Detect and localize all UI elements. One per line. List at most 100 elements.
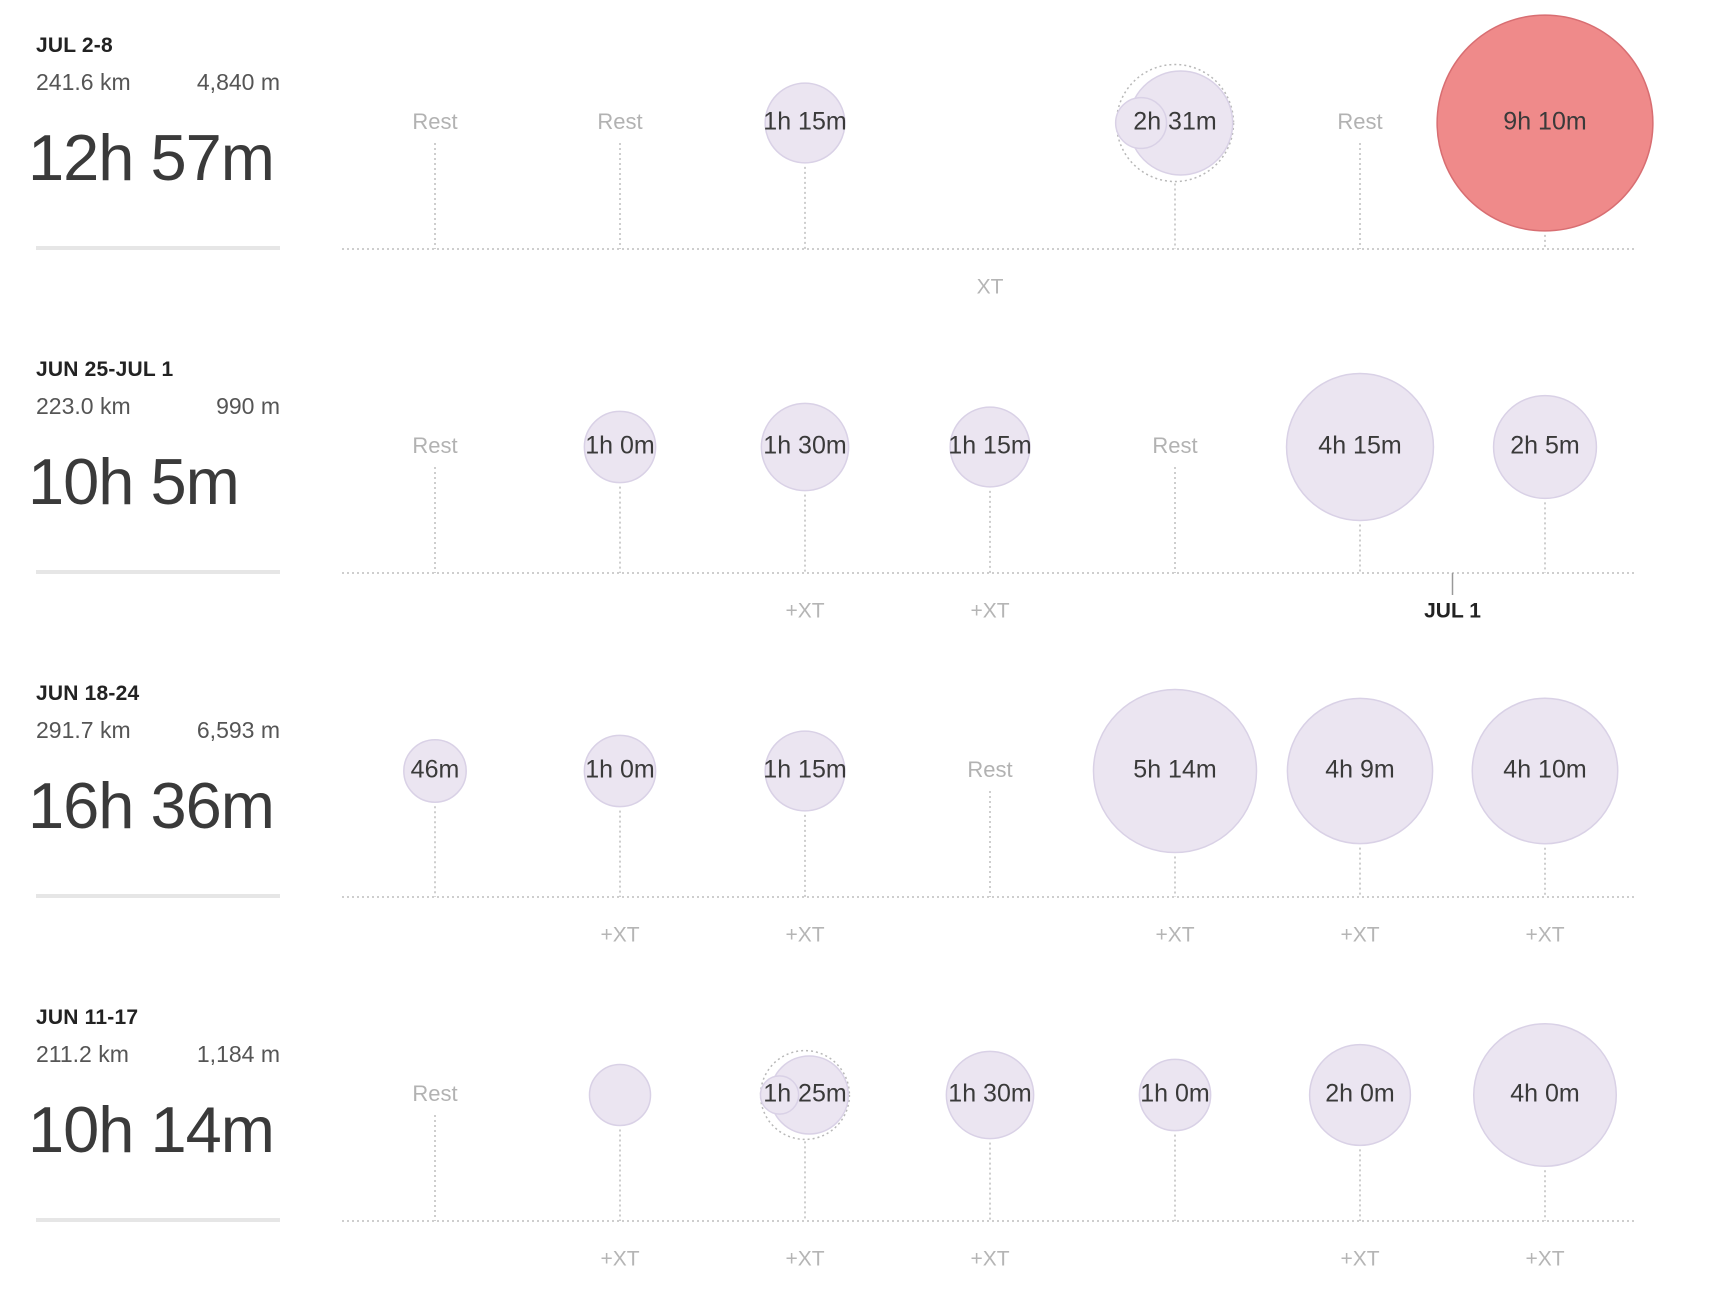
activity-bubble[interactable] (583, 734, 657, 808)
day-mark: 4h 9m +XT (1286, 697, 1434, 947)
day-mark: 4h 15m (1285, 372, 1435, 573)
week-elevation: 6,593 m (196, 717, 280, 743)
duration-label: 1h 15m (763, 756, 846, 784)
activity-bubble[interactable] (583, 410, 657, 484)
activity-bubble[interactable] (760, 402, 850, 492)
day-mark: 2h 0m +XT (1308, 1043, 1412, 1271)
duration-label: 1h 0m (585, 756, 654, 784)
duration-label: 46m (411, 756, 460, 784)
xt-label: +XT (970, 600, 1009, 623)
activity-bubble[interactable] (764, 82, 846, 164)
rest-label: Rest (412, 433, 457, 458)
activity-bubble[interactable] (403, 739, 467, 803)
week-label: JUL 2-8 (36, 34, 113, 57)
duration-label: 9h 10m (1503, 108, 1586, 136)
week-distance: 291.7 km (36, 717, 131, 743)
week-total-time: 10h 5m (28, 445, 240, 518)
xt-label: +XT (970, 1248, 1009, 1271)
xt-label: XT (977, 276, 1004, 299)
week-distance: 223.0 km (36, 393, 131, 419)
day-mark: Rest (967, 757, 1013, 897)
duration-label: 2h 0m (1325, 1080, 1394, 1108)
duration-label: 2h 5m (1510, 432, 1579, 460)
day-mark: XT (977, 276, 1004, 299)
day-mark: 1h 25m +XT (759, 1049, 851, 1271)
xt-label: +XT (1340, 1248, 1379, 1271)
week-elevation: 990 m (216, 393, 280, 419)
day-mark: Rest (412, 1081, 458, 1221)
day-mark: 1h 15m +XT (948, 406, 1032, 623)
rest-label: Rest (1337, 109, 1382, 134)
duration-label: 1h 0m (585, 432, 654, 460)
activity-bubble[interactable] (1092, 688, 1258, 854)
day-mark: 1h 15m +XT (763, 730, 847, 947)
day-mark: 1h 0m (1138, 1058, 1212, 1221)
day-mark: 4h 10m +XT (1471, 697, 1619, 947)
day-mark: Rest (1337, 109, 1383, 249)
rest-label: Rest (412, 1081, 457, 1106)
activity-bubble[interactable] (949, 406, 1031, 488)
day-mark: 5h 14m +XT (1092, 688, 1258, 947)
day-mark: 2h 5m (1492, 394, 1598, 573)
day-mark: Rest (412, 109, 458, 249)
month-marker-label: JUL 1 (1424, 600, 1481, 623)
duration-label: 1h 15m (948, 432, 1031, 460)
week-summary: JUN 25-JUL 1 223.0 km 990 m 10h 5m (28, 324, 280, 624)
xt-label: +XT (785, 924, 824, 947)
summary-divider (36, 570, 280, 574)
summary-divider (36, 246, 280, 250)
duration-label: 1h 30m (948, 1080, 1031, 1108)
duration-label: 1h 15m (763, 108, 846, 136)
week-row: JUN 11-17 211.2 km 1,184 m 10h 14m Rest +… (0, 972, 1716, 1296)
duration-label: 4h 9m (1325, 756, 1394, 784)
activity-bubble[interactable] (1492, 394, 1598, 500)
xt-label: +XT (600, 1248, 639, 1271)
duration-label: 5h 14m (1133, 756, 1216, 784)
week-row: JUL 2-8 241.6 km 4,840 m 12h 57m Rest Res… (0, 0, 1716, 324)
activity-bubble[interactable] (1286, 697, 1434, 845)
day-mark: 2h 31m (1114, 63, 1235, 249)
day-mark: 1h 30m +XT (945, 1050, 1035, 1271)
duration-label: 4h 10m (1503, 756, 1586, 784)
activity-bubble[interactable] (1285, 372, 1435, 522)
activity-group-outline (1115, 63, 1235, 183)
xt-label: +XT (1155, 924, 1194, 947)
day-mark: 4h 0m +XT (1472, 1022, 1618, 1271)
activity-bubble[interactable] (1138, 1058, 1212, 1132)
week-summary: JUN 11-17 211.2 km 1,184 m 10h 14m (28, 972, 280, 1272)
activity-bubble[interactable] (1308, 1043, 1412, 1147)
week-label: JUN 25-JUL 1 (36, 358, 174, 381)
activity-bubble[interactable] (1472, 1022, 1618, 1168)
day-mark: Rest (412, 433, 458, 573)
day-mark: 1h 0m (583, 410, 657, 573)
activity-bubble[interactable] (588, 1063, 652, 1127)
week-elevation: 1,184 m (196, 1041, 280, 1067)
day-mark: 1h 15m (763, 82, 847, 249)
duration-label: 2h 31m (1133, 108, 1216, 136)
xt-label: +XT (785, 1248, 824, 1271)
week-total-time: 10h 14m (28, 1093, 275, 1166)
activity-bubble[interactable] (764, 730, 846, 812)
rest-label: Rest (967, 757, 1012, 782)
week-row: JUN 25-JUL 1 223.0 km 990 m 10h 5m Rest 1… (0, 324, 1716, 648)
activity-bubble-secondary[interactable] (1114, 96, 1168, 150)
week-summary: JUL 2-8 241.6 km 4,840 m 12h 57m (28, 0, 280, 300)
week-timeline: Rest 1h 0m 1h 30m +XT 1h 15m +XT Rest 4h 15m 2h … (342, 372, 1637, 623)
week-elevation: 4,840 m (196, 69, 280, 95)
activity-bubble-highlight[interactable] (1436, 14, 1654, 232)
activity-bubble[interactable] (945, 1050, 1035, 1140)
day-mark: 1h 0m +XT (583, 734, 657, 947)
week-timeline: 46m 1h 0m +XT 1h 15m +XT Rest 5h 14m +XT 4h 9m +X… (342, 688, 1637, 947)
rest-label: Rest (1152, 433, 1197, 458)
summary-divider (36, 1218, 280, 1222)
duration-label: 4h 15m (1318, 432, 1401, 460)
activity-bubble-secondary[interactable] (759, 1075, 800, 1115)
xt-label: +XT (600, 924, 639, 947)
summary-divider (36, 894, 280, 898)
duration-label: 1h 30m (763, 432, 846, 460)
week-distance: 241.6 km (36, 69, 131, 95)
activity-bubble[interactable] (1471, 697, 1619, 845)
week-row: JUN 18-24 291.7 km 6,593 m 16h 36m 46m 1h… (0, 648, 1716, 972)
day-mark: Rest (1152, 433, 1198, 573)
